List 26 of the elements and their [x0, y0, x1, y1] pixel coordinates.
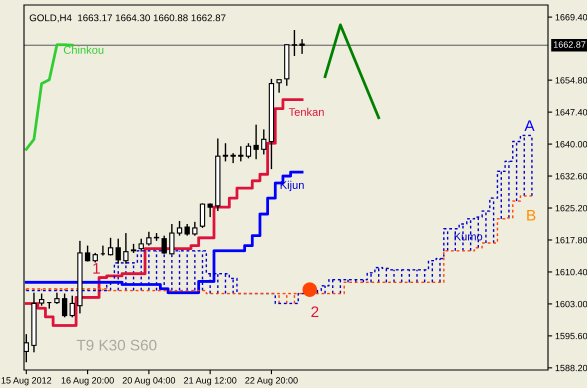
y-tick-label: 1625.20: [556, 204, 587, 212]
y-tick-label: 1588.20: [556, 364, 587, 372]
annotation: A: [524, 120, 535, 131]
x-tick-label: 15 Aug 2012: [2, 377, 52, 386]
x-tick-label: 22 Aug 20:00: [245, 377, 298, 386]
y-tick-label: 1617.80: [556, 236, 587, 244]
annotation: Chinkou: [64, 46, 104, 54]
x-tick-label: 21 Aug 12:00: [184, 377, 236, 386]
ref-line-label: 1662.87: [554, 41, 586, 48]
annotation: Kijun: [280, 180, 304, 192]
annotation: 1: [93, 263, 100, 274]
y-tick-label: 1610.40: [556, 268, 587, 276]
y-tick-label: 1632.60: [556, 173, 587, 180]
annotation: Tenkan: [288, 108, 324, 116]
x-tick-label: 20 Aug 04:00: [122, 377, 176, 386]
y-tick-label: 1595.60: [556, 332, 587, 340]
y-tick-label: 1669.40: [556, 14, 587, 20]
y-tick-label: 1654.80: [556, 77, 587, 84]
annotation: T9 K30 S60: [76, 340, 156, 351]
y-tick-label: 1647.40: [556, 109, 587, 116]
y-tick-label: 1603.00: [556, 300, 587, 308]
y-tick-label: 1640.00: [556, 141, 587, 148]
x-tick-label: 16 Aug 20:00: [62, 377, 114, 386]
annotation: 2: [311, 306, 318, 318]
text: GOLD,H4 1663.17 1664.30 1660.88 1662.87: [30, 14, 226, 22]
annotation: B: [527, 210, 536, 221]
